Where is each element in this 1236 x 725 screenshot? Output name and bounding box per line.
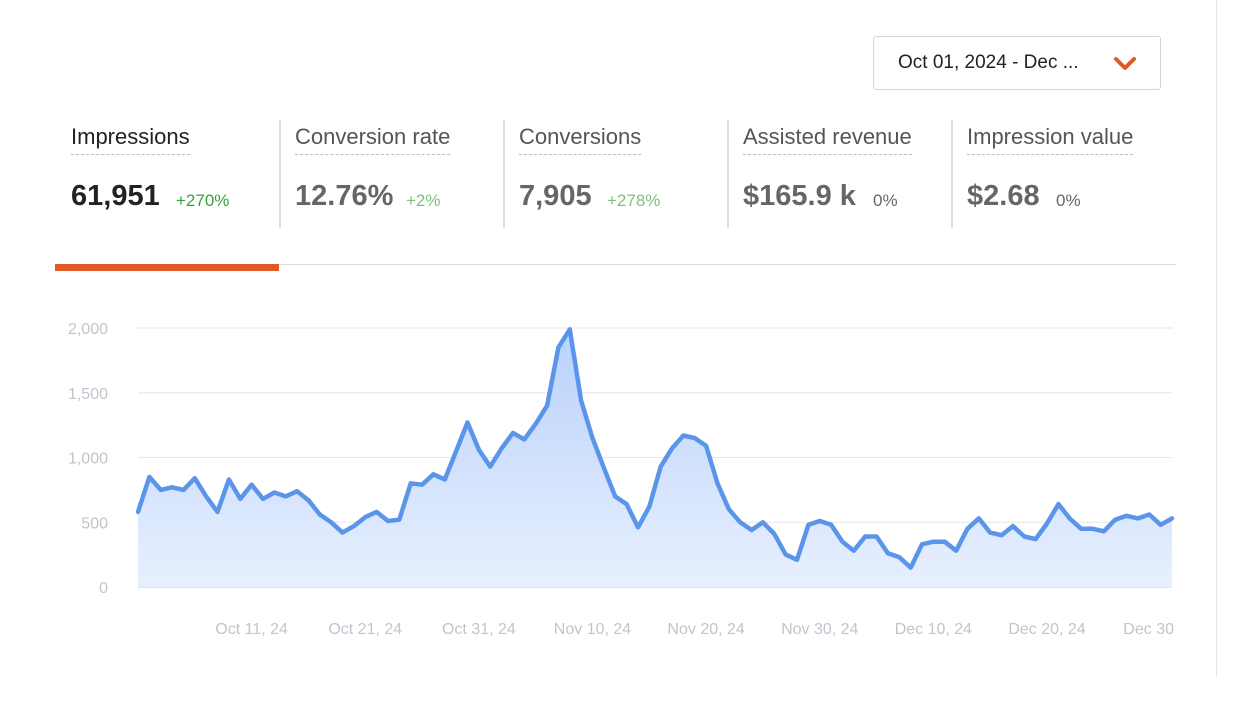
metric-separator (503, 120, 505, 228)
metric-separator (951, 120, 953, 228)
metric-value: $2.68 (967, 180, 1040, 212)
x-tick-label: Dec 30 (1123, 621, 1174, 638)
metric-tab-assisted-revenue[interactable]: Assisted revenue $165.9 k 0% (727, 118, 951, 230)
series-line (135, 327, 1175, 570)
tabs-divider (55, 264, 1176, 265)
area-fill (138, 329, 1172, 587)
metric-change: 0% (1056, 191, 1081, 210)
x-tick-label: Oct 11, 24 (215, 621, 288, 638)
x-tick-label: Oct 31, 24 (442, 621, 516, 638)
metric-separator (727, 120, 729, 228)
date-range-label: Oct 01, 2024 - Dec ... (898, 52, 1079, 73)
metric-tab-conversion-rate[interactable]: Conversion rate 12.76% +2% (279, 118, 503, 230)
metric-tab-conversions[interactable]: Conversions 7,905 +278% (503, 118, 727, 230)
metric-label: Impression value (967, 124, 1134, 155)
metric-change: 0% (873, 191, 898, 210)
metric-value: 61,951 (71, 180, 160, 212)
metrics-tabs: Impressions 61,951 +270% Conversion rate… (55, 118, 1176, 230)
x-tick-label: Nov 30, 24 (781, 621, 858, 638)
y-tick-label: 2,000 (68, 321, 108, 338)
impressions-chart: 2,000 1,500 1,000 500 0 Oct 11, 24 Oct 21, 24 O… (0, 300, 1200, 660)
metric-value: $165.9 k (743, 180, 856, 212)
x-tick-label: Dec 10, 24 (895, 621, 972, 638)
metric-label: Conversion rate (295, 124, 451, 155)
metric-value: 12.76% (295, 180, 394, 212)
y-tick-label: 1,000 (68, 451, 108, 468)
x-tick-label: Oct 21, 24 (328, 621, 402, 638)
metric-change: +270% (176, 191, 230, 210)
metric-label: Conversions (519, 124, 642, 155)
metric-label: Assisted revenue (743, 124, 912, 155)
metric-change: +2% (406, 191, 441, 210)
chevron-down-icon[interactable] (1112, 54, 1138, 74)
active-tab-indicator (55, 264, 279, 271)
metric-value: 7,905 (519, 180, 592, 212)
date-range-dropdown[interactable]: Oct 01, 2024 - Dec ... (873, 36, 1161, 90)
y-tick-label: 0 (99, 580, 108, 597)
x-tick-label: Dec 20, 24 (1008, 621, 1085, 638)
metric-change: +278% (607, 191, 661, 210)
right-panel-divider (1216, 0, 1217, 677)
metric-tab-impression-value[interactable]: Impression value $2.68 0% (951, 118, 1175, 230)
metric-separator (279, 120, 281, 228)
x-tick-label: Nov 20, 24 (667, 621, 744, 638)
x-tick-label: Nov 10, 24 (554, 621, 631, 638)
y-tick-label: 500 (81, 515, 108, 532)
metric-tab-impressions[interactable]: Impressions 61,951 +270% (55, 118, 279, 230)
chart-svg: 2,000 1,500 1,000 500 0 Oct 11, 24 Oct 21, 24 O… (68, 321, 1175, 638)
y-tick-label: 1,500 (68, 386, 108, 403)
metric-label: Impressions (71, 124, 190, 155)
